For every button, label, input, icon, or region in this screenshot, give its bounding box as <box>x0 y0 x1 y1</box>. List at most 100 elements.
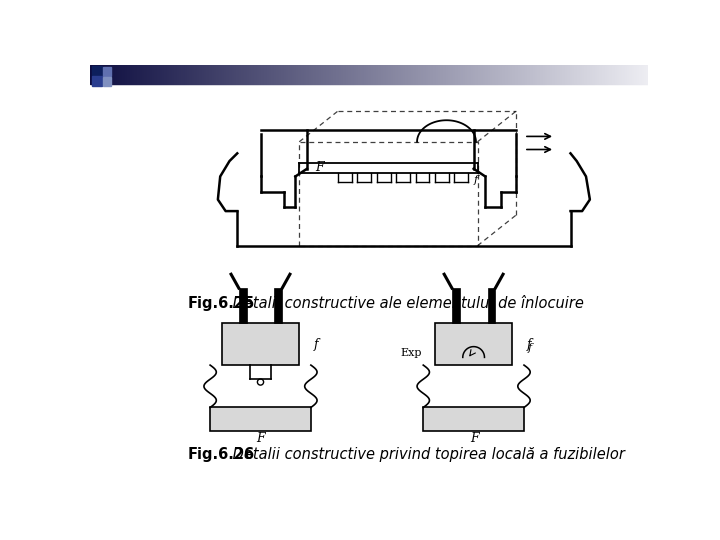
Bar <box>424 65 425 84</box>
Text: F: F <box>469 432 478 445</box>
Bar <box>419 65 420 84</box>
Bar <box>171 65 172 84</box>
Bar <box>636 65 637 84</box>
Bar <box>571 65 572 84</box>
Bar <box>200 65 201 84</box>
Bar <box>488 65 489 84</box>
Bar <box>639 65 640 84</box>
Bar <box>495 65 496 84</box>
Bar <box>148 65 149 84</box>
Bar <box>133 65 134 84</box>
Bar <box>178 65 179 84</box>
Bar <box>499 65 500 84</box>
Bar <box>426 65 427 84</box>
Bar <box>589 65 590 84</box>
Bar <box>202 65 203 84</box>
Bar <box>446 65 447 84</box>
Bar <box>445 65 446 84</box>
Bar <box>397 65 398 84</box>
Bar <box>241 65 242 84</box>
Bar <box>374 65 375 84</box>
Bar <box>100 65 101 84</box>
Bar <box>90 65 91 84</box>
Bar <box>433 65 434 84</box>
Bar <box>457 65 458 84</box>
Bar <box>492 65 493 84</box>
Bar <box>270 65 271 84</box>
Bar <box>119 65 120 84</box>
Bar <box>531 65 532 84</box>
Bar <box>337 65 338 84</box>
Bar <box>143 65 144 84</box>
Bar <box>129 65 130 84</box>
Bar <box>325 65 326 84</box>
Bar <box>473 65 474 84</box>
Bar <box>565 65 566 84</box>
Bar <box>345 65 346 84</box>
Bar <box>638 65 639 84</box>
Bar <box>328 65 329 84</box>
Bar <box>375 65 376 84</box>
Bar <box>365 65 366 84</box>
Bar <box>607 65 608 84</box>
Bar <box>353 65 354 84</box>
Bar <box>155 65 156 84</box>
Bar <box>518 65 519 84</box>
Bar <box>180 65 181 84</box>
Bar <box>435 65 436 84</box>
Bar <box>285 65 286 84</box>
Bar <box>242 65 243 84</box>
Bar <box>635 65 636 84</box>
Bar <box>228 65 229 84</box>
Bar <box>582 65 583 84</box>
Bar <box>286 65 287 84</box>
Bar <box>382 65 383 84</box>
Bar <box>417 65 418 84</box>
Bar <box>289 65 290 84</box>
Bar <box>309 65 310 84</box>
Bar <box>317 65 318 84</box>
Bar <box>634 65 635 84</box>
Bar <box>263 65 264 84</box>
Bar <box>251 65 252 84</box>
Bar <box>475 65 476 84</box>
Bar <box>644 65 645 84</box>
Bar <box>461 65 462 84</box>
Bar <box>214 65 215 84</box>
Bar <box>464 65 465 84</box>
Bar <box>411 65 412 84</box>
Bar <box>274 288 282 323</box>
Bar <box>528 65 529 84</box>
Bar <box>128 65 129 84</box>
Bar <box>109 65 110 84</box>
Bar <box>211 65 212 84</box>
Bar <box>230 65 231 84</box>
Bar <box>605 65 606 84</box>
Bar <box>498 65 499 84</box>
Bar <box>514 65 515 84</box>
Bar <box>612 65 613 84</box>
Bar <box>598 65 599 84</box>
Bar <box>274 65 275 84</box>
Bar <box>145 65 147 84</box>
Bar <box>300 65 301 84</box>
Bar <box>587 65 588 84</box>
Bar <box>104 65 106 84</box>
Bar <box>646 65 647 84</box>
Bar <box>208 65 209 84</box>
Bar <box>632 65 634 84</box>
Bar <box>172 65 173 84</box>
Bar <box>515 65 516 84</box>
Bar <box>160 65 161 84</box>
Bar <box>647 65 648 84</box>
Bar <box>477 65 478 84</box>
Bar <box>266 65 267 84</box>
Bar <box>323 65 324 84</box>
Bar <box>394 65 395 84</box>
Bar <box>583 65 584 84</box>
Bar <box>529 65 530 84</box>
Bar <box>447 65 448 84</box>
Bar <box>444 65 445 84</box>
Bar <box>427 65 428 84</box>
Bar <box>593 65 594 84</box>
